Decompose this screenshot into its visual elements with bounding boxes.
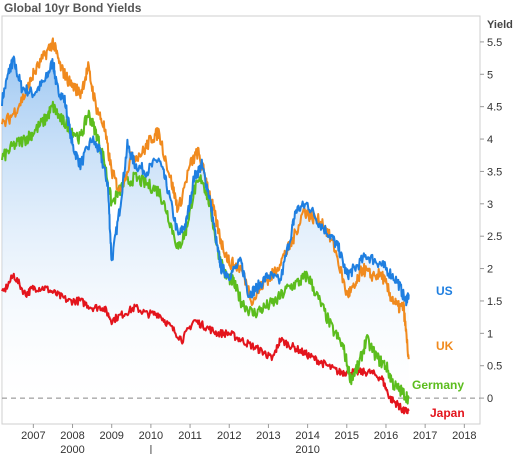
x-secondary-label-1: | [149,444,152,454]
x-tick-label-6: 2013 [256,430,280,442]
y-tick-label-4: 2 [487,264,493,276]
series-labels: US UK Germany Japan [412,284,465,420]
chart-title: Global 10yr Bond Yields [4,1,142,15]
y-tick-label-0: 0 [487,393,493,405]
y-tick-label-7: 3.5 [487,166,502,178]
y-tick-label-1: 0.5 [487,361,502,373]
x-tick-label-0: 2007 [21,430,45,442]
x-tick-label-8: 2015 [335,430,359,442]
x-tick-label-10: 2017 [413,430,437,442]
x-secondary-label-0: 2000 [60,444,84,454]
y-tick-label-8: 4 [487,134,493,146]
y-axis: 0 0.5 1 1.5 2 2.5 3 3.5 4 4.5 5 5.5 [480,37,502,405]
x-tick-label-2: 2009 [99,430,123,442]
x-tick-label-1: 2008 [60,430,84,442]
series-lines [1,37,410,415]
y-tick-label-10: 5 [487,69,493,81]
series-line-us [1,55,410,307]
series-label-japan: Japan [430,406,465,420]
y-tick-label-6: 3 [487,199,493,211]
x-axis: 2007 2008 2009 2010 2011 2012 2013 2014 2015 2016… [21,424,477,454]
x-tick-label-3: 2010 [139,430,163,442]
y-axis-unit-label: Yield [487,19,513,31]
x-secondary-label-2: 2010 [295,444,319,454]
y-tick-label-9: 4.5 [487,102,502,114]
x-tick-label-7: 2014 [295,430,319,442]
x-tick-label-4: 2011 [178,430,202,442]
series-label-germany: Germany [412,378,464,392]
x-tick-label-9: 2016 [374,430,398,442]
y-tick-label-3: 1.5 [487,296,502,308]
y-tick-label-2: 1 [487,328,493,340]
x-tick-label-5: 2012 [217,430,241,442]
y-tick-label-5: 2.5 [487,231,502,243]
y-tick-label-11: 5.5 [487,37,502,49]
series-label-uk: UK [436,339,454,353]
us-area-fill [2,56,409,399]
x-tick-label-11: 2018 [452,430,476,442]
series-label-us: US [436,284,453,298]
